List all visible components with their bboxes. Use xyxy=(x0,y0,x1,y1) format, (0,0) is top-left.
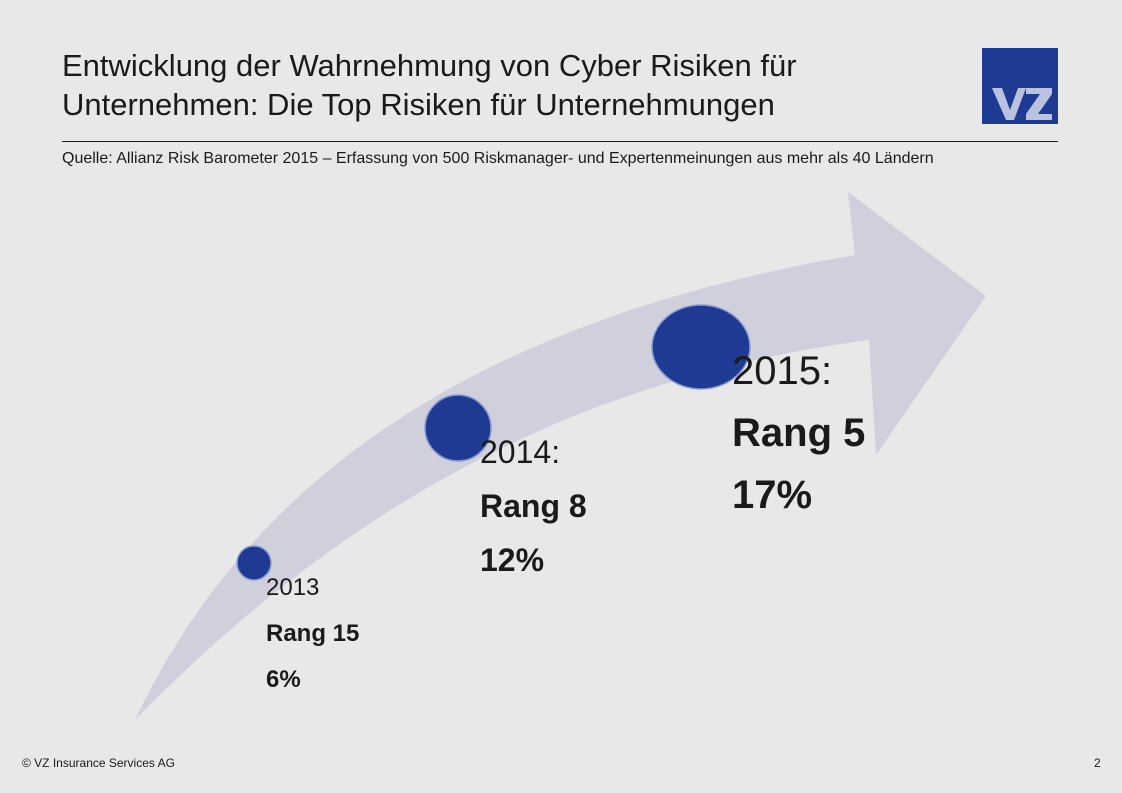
milestone-label-2014: 2014: Rang 8 12% xyxy=(480,425,587,587)
title-divider xyxy=(62,141,1058,142)
milestone-year: 2013 xyxy=(266,574,320,601)
source-note: Quelle: Allianz Risk Barometer 2015 – Er… xyxy=(62,150,934,167)
milestone-rank: Rang 8 xyxy=(480,488,587,524)
curved-arrow xyxy=(135,192,986,720)
milestone-label-2013: 2013 Rang 15 6% xyxy=(266,565,359,703)
milestone-year: 2014: xyxy=(480,434,561,470)
milestone-rank: Rang 15 xyxy=(266,620,360,647)
vz-logo xyxy=(982,48,1058,124)
title-line-2: Unternehmen: Die Top Risiken für Unterne… xyxy=(62,87,775,122)
milestone-percent: 12% xyxy=(480,542,545,578)
milestone-dot-2013 xyxy=(236,545,272,581)
milestone-rank: Rang 5 xyxy=(732,411,866,455)
milestone-label-2015: 2015: Rang 5 17% xyxy=(732,340,865,526)
milestone-dot-2015 xyxy=(651,304,751,390)
milestone-year: 2015: xyxy=(732,349,833,393)
page-number: 2 xyxy=(1094,756,1101,770)
milestone-percent: 17% xyxy=(732,473,813,517)
title-line-1: Entwicklung der Wahrnehmung von Cyber Ri… xyxy=(62,48,797,83)
copyright-footer: © VZ Insurance Services AG xyxy=(22,756,175,770)
page-title: Entwicklung der Wahrnehmung von Cyber Ri… xyxy=(62,46,962,124)
milestone-percent: 6% xyxy=(266,666,301,693)
milestone-dot-2014 xyxy=(424,394,492,462)
